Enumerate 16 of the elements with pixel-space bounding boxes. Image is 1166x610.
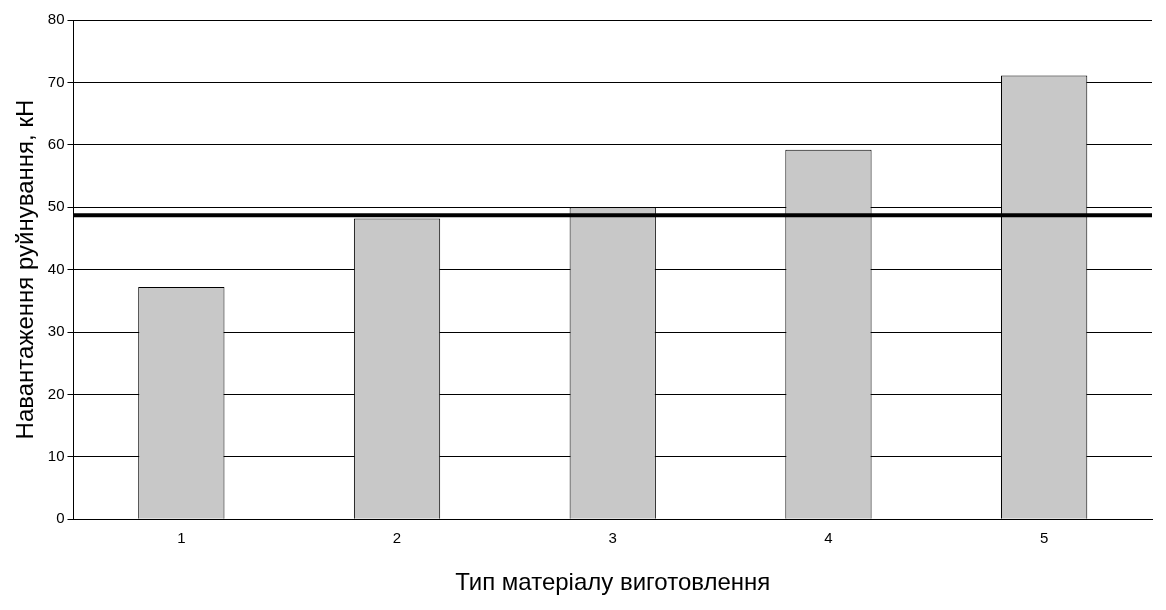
y-tick-label: 80	[47, 10, 65, 28]
x-tick-label: 4	[824, 529, 833, 547]
x-tick-label: 5	[1039, 529, 1049, 547]
y-tick-label: 70	[47, 72, 65, 90]
y-tick-label: 40	[47, 259, 65, 277]
y-tick-label: 20	[47, 384, 65, 402]
y-axis-title: Навантаження руйнування, кН	[11, 99, 39, 440]
y-tick-label: 0	[56, 509, 65, 527]
x-tick-label: 3	[608, 529, 617, 547]
y-tick-label: 10	[47, 446, 65, 464]
x-tick-label: 1	[177, 529, 186, 547]
x-axis-title: Тип матеріалу виготовлення	[455, 568, 771, 596]
y-tick-label: 60	[47, 134, 65, 152]
y-tick-label: 30	[47, 322, 65, 340]
x-tick-label: 2	[392, 529, 402, 547]
y-tick-label: 50	[47, 197, 65, 215]
